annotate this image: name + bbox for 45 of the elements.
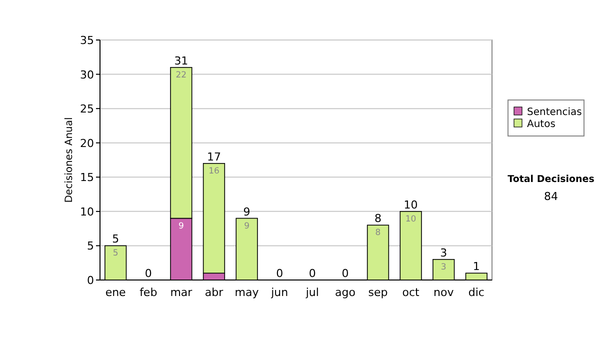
x-tick-label: mar bbox=[170, 286, 193, 299]
y-tick-label: 25 bbox=[80, 102, 94, 116]
total-label: 5 bbox=[112, 232, 120, 246]
data-label: 3 bbox=[440, 262, 446, 272]
x-tick-label: may bbox=[234, 286, 260, 299]
data-label: 9 bbox=[178, 221, 184, 232]
x-tick-label: jul bbox=[304, 286, 319, 299]
text: Total Decisiones bbox=[508, 174, 595, 185]
total-label: 0 bbox=[144, 267, 152, 280]
data-label: 5 bbox=[112, 248, 118, 259]
total-label: 31 bbox=[174, 54, 188, 68]
total-label: 1 bbox=[472, 260, 480, 274]
total-label: 0 bbox=[308, 267, 316, 280]
legend-label: Autos bbox=[527, 119, 556, 130]
legend-label: Sentencias bbox=[527, 107, 582, 118]
x-tick-label: abr bbox=[204, 286, 224, 299]
x-tick-label: feb bbox=[140, 286, 158, 299]
y-tick-label: 10 bbox=[80, 205, 94, 218]
y-tick-label: 35 bbox=[80, 34, 94, 47]
x-tick-label: oct bbox=[402, 286, 420, 299]
text: 84 bbox=[544, 190, 558, 203]
data-label: 9 bbox=[244, 221, 250, 232]
total-label: 0 bbox=[342, 267, 349, 280]
y-tick-label: 20 bbox=[80, 136, 94, 150]
x-tick-label: ene bbox=[105, 286, 126, 299]
total-label: 8 bbox=[374, 212, 382, 226]
total-label: 10 bbox=[404, 198, 418, 212]
x-tick-label: ago bbox=[334, 286, 356, 299]
total-label: 9 bbox=[243, 205, 250, 218]
y-tick-label: 15 bbox=[80, 171, 94, 184]
x-tick-label: dic bbox=[468, 286, 484, 299]
data-label: 8 bbox=[375, 228, 381, 238]
x-tick-label: jun bbox=[270, 286, 288, 299]
total-label: 3 bbox=[440, 246, 448, 260]
total-label: 17 bbox=[206, 150, 221, 164]
y-axis-title: Decisiones Anual bbox=[64, 117, 75, 203]
x-tick-label: sep bbox=[368, 286, 388, 299]
total-label: 0 bbox=[276, 267, 284, 280]
data-label: 10 bbox=[405, 214, 416, 224]
y-tick-label: 5 bbox=[87, 240, 94, 253]
data-label: 22 bbox=[176, 70, 187, 80]
y-tick-label: 30 bbox=[80, 68, 94, 82]
x-tick-label: nov bbox=[434, 286, 454, 299]
data-label: 16 bbox=[208, 166, 220, 176]
y-tick-label: 0 bbox=[87, 274, 94, 287]
